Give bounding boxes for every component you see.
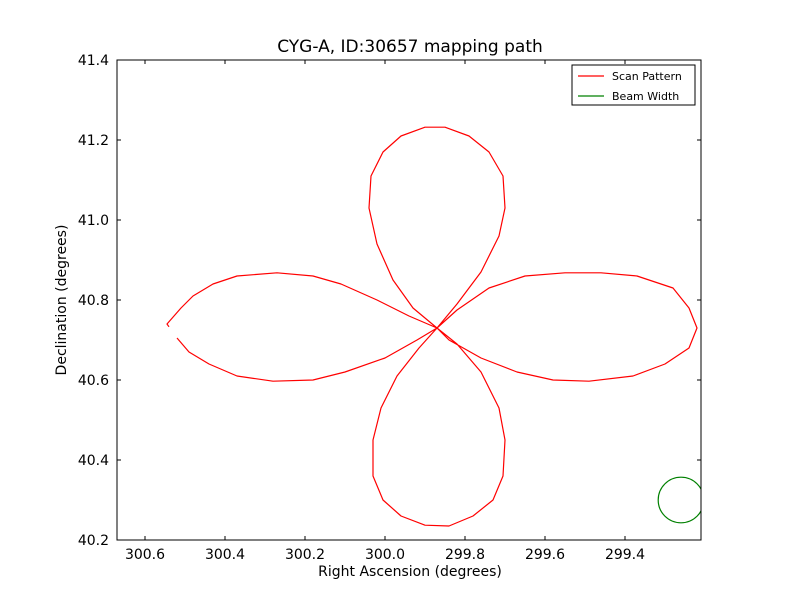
ticks-layer: 300.6 300.4 300.2 300.0 299.8 299.6 299.4 40.2 4…	[78, 53, 701, 563]
legend-box	[571, 64, 696, 106]
scan-pattern-line	[166, 126, 698, 527]
beam-width-circle	[657, 476, 701, 524]
x-axis-label: Right Ascension (degrees)	[318, 564, 502, 580]
series-layer	[166, 126, 701, 527]
legend-label-beam-width: Beam Width	[612, 90, 679, 103]
x-tick-label: 299.8	[445, 547, 485, 563]
y-axis-label: Declination (degrees)	[54, 225, 70, 376]
plot-frame	[116, 59, 702, 541]
y-tick-label: 40.8	[78, 293, 109, 309]
y-tick-label: 40.6	[78, 373, 109, 389]
x-tick-label: 300.0	[365, 547, 405, 563]
legend-label-scan-pattern: Scan Pattern	[612, 70, 682, 83]
x-tick-label: 300.4	[205, 547, 245, 563]
chart-title: CYG-A, ID:30657 mapping path	[277, 37, 543, 57]
y-tick-label: 41.4	[78, 53, 109, 69]
x-tick-label: 299.6	[525, 547, 565, 563]
y-tick-label: 41.0	[78, 213, 109, 229]
y-tick-label: 41.2	[78, 133, 109, 149]
y-tick-label: 40.4	[78, 453, 109, 469]
x-tick-label: 299.4	[605, 547, 645, 563]
x-tick-label: 300.6	[125, 547, 165, 563]
y-tick-label: 40.2	[78, 533, 109, 549]
legend: Scan Pattern Beam Width	[571, 64, 696, 106]
x-tick-label: 300.2	[285, 547, 325, 563]
